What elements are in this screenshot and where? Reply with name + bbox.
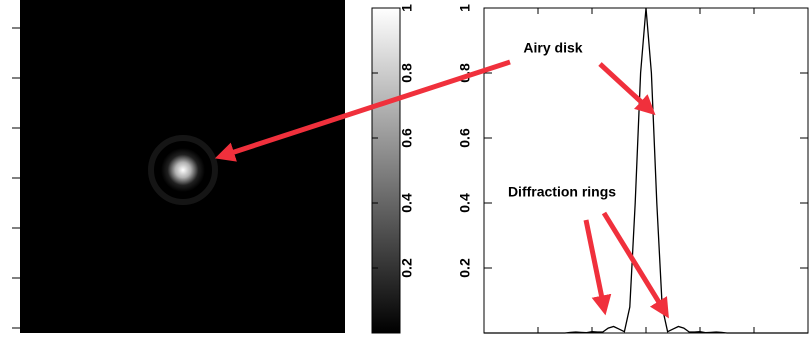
annotation: Airy disk xyxy=(523,40,582,56)
dynamic: 0.20.40.60.810.20.40.60.81 xyxy=(372,4,808,333)
figure: 0.20.40.60.810.20.40.60.81 Airy disk Dif… xyxy=(0,0,810,337)
y-tick-label: 0.2 xyxy=(457,258,473,278)
y-tick-label: 1 xyxy=(457,4,473,12)
colorbar-tick-label: 0.8 xyxy=(399,63,415,83)
colorbar-tick-label: 0.6 xyxy=(399,128,415,148)
y-tick-label: 0.4 xyxy=(457,193,473,213)
colorbar-tick-label: 1 xyxy=(399,4,415,12)
y-tick-label: 0.6 xyxy=(457,128,473,148)
colorbar xyxy=(372,8,400,333)
psf-image xyxy=(12,0,345,333)
annotation: Diffraction rings xyxy=(508,184,616,200)
colorbar-tick-label: 0.2 xyxy=(399,258,415,278)
colorbar-tick-label: 0.4 xyxy=(399,193,415,213)
